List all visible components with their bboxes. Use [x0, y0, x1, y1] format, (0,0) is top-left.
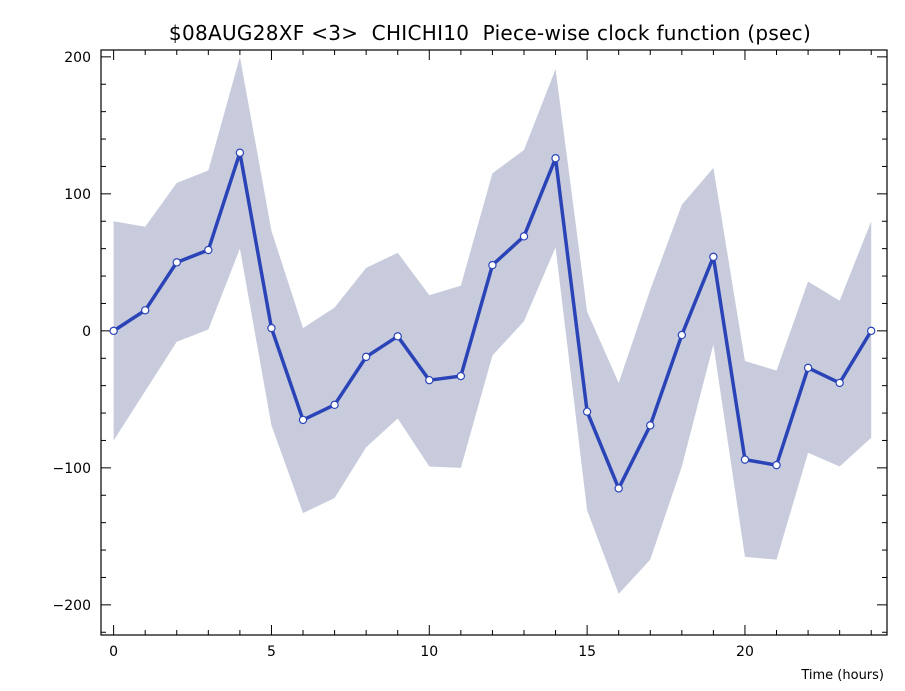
x-tick-label: 10	[420, 644, 438, 660]
data-point	[867, 326, 876, 336]
data-point	[204, 245, 213, 255]
data-point	[519, 232, 529, 241]
x-tick-label: 5	[267, 644, 276, 660]
y-tick-label: 200	[64, 50, 91, 66]
y-tick-label: 0	[82, 324, 91, 340]
data-point	[235, 148, 245, 157]
x-tick-label: 0	[109, 644, 118, 660]
data-point	[172, 258, 181, 267]
plot-frame	[100, 49, 888, 636]
data-point	[109, 326, 118, 336]
data-point	[551, 154, 560, 163]
data-point	[267, 323, 276, 333]
plot-frame-layer	[100, 49, 888, 636]
x-axis-label: Time (hours)	[800, 668, 884, 683]
data-point	[330, 400, 339, 410]
chart-title: $08AUG28XF <3> CHICHI10 Piece-wise clock…	[169, 21, 811, 45]
data-point	[582, 407, 592, 416]
uncertainty-band-layer	[113, 56, 872, 594]
data-point	[425, 375, 434, 385]
data-point	[140, 306, 150, 315]
data-point	[677, 330, 687, 340]
tick-label-layer: 0 5 10 15 20 −200 −100 0 100 200	[53, 50, 754, 660]
data-point	[803, 363, 813, 373]
data-point	[740, 455, 750, 464]
data-point	[835, 378, 844, 388]
data-point	[646, 421, 655, 430]
x-tick-label: 15	[578, 644, 596, 660]
data-point	[361, 352, 371, 362]
data-point-layer	[109, 148, 876, 493]
data-point	[772, 460, 781, 470]
data-point	[393, 332, 402, 341]
data-point	[456, 371, 466, 381]
y-tick-label: 100	[64, 187, 91, 203]
x-tick-label: 20	[736, 644, 754, 660]
uncertainty-band	[113, 56, 872, 594]
data-point	[488, 260, 497, 270]
y-tick-label: −100	[53, 461, 91, 477]
y-tick-label: −200	[53, 598, 91, 614]
data-point	[298, 415, 308, 425]
data-point	[614, 484, 623, 493]
data-point	[709, 252, 718, 262]
